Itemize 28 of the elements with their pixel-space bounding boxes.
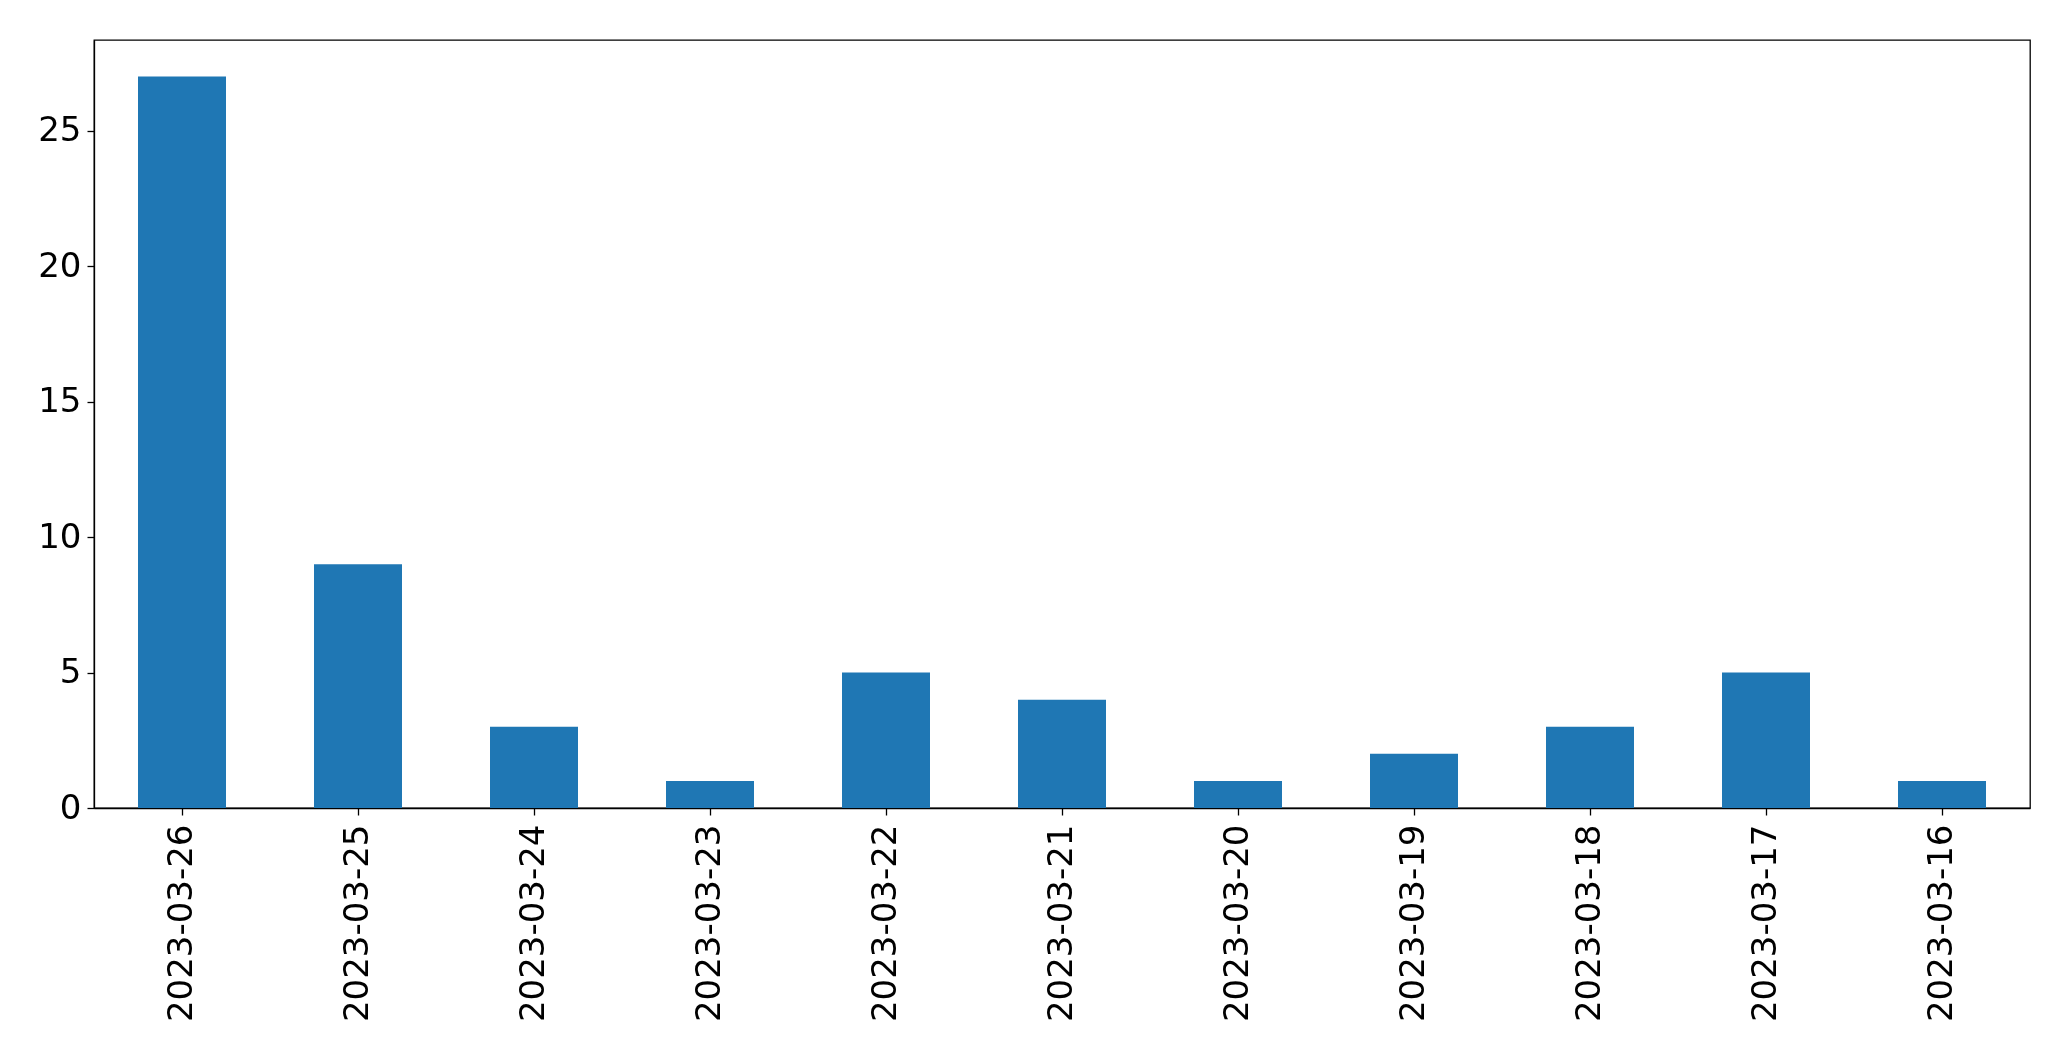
bar [1898,780,1986,808]
y-tick-label: 25 [38,109,82,150]
x-tick-label: 2023-03-24 [512,824,552,1023]
bar [1546,726,1634,808]
y-tick-label: 0 [59,786,82,827]
x-tick-label: 2023-03-19 [1392,824,1432,1023]
x-tick-label: 2023-03-26 [160,824,200,1023]
bar [1194,780,1282,808]
bar [1722,672,1810,808]
bar [1018,699,1106,808]
y-tick-label: 5 [59,651,82,692]
x-tick-label: 2023-03-17 [1744,824,1784,1023]
bar [666,780,754,808]
x-tick-label: 2023-03-22 [864,824,904,1023]
x-tick-label: 2023-03-16 [1920,824,1960,1023]
bar [138,76,226,808]
x-tick-label: 2023-03-20 [1216,824,1256,1023]
y-tick-label: 15 [38,380,82,421]
y-tick-label: 20 [38,244,82,285]
x-tick-label: 2023-03-23 [688,824,728,1023]
x-tick-label: 2023-03-18 [1568,824,1608,1023]
bar [314,564,402,808]
x-tick-label: 2023-03-21 [1040,824,1080,1023]
bar [1370,753,1458,808]
x-tick-label: 2023-03-25 [336,824,376,1023]
y-tick-label: 10 [38,515,82,556]
bar [490,726,578,808]
bar [842,672,930,808]
